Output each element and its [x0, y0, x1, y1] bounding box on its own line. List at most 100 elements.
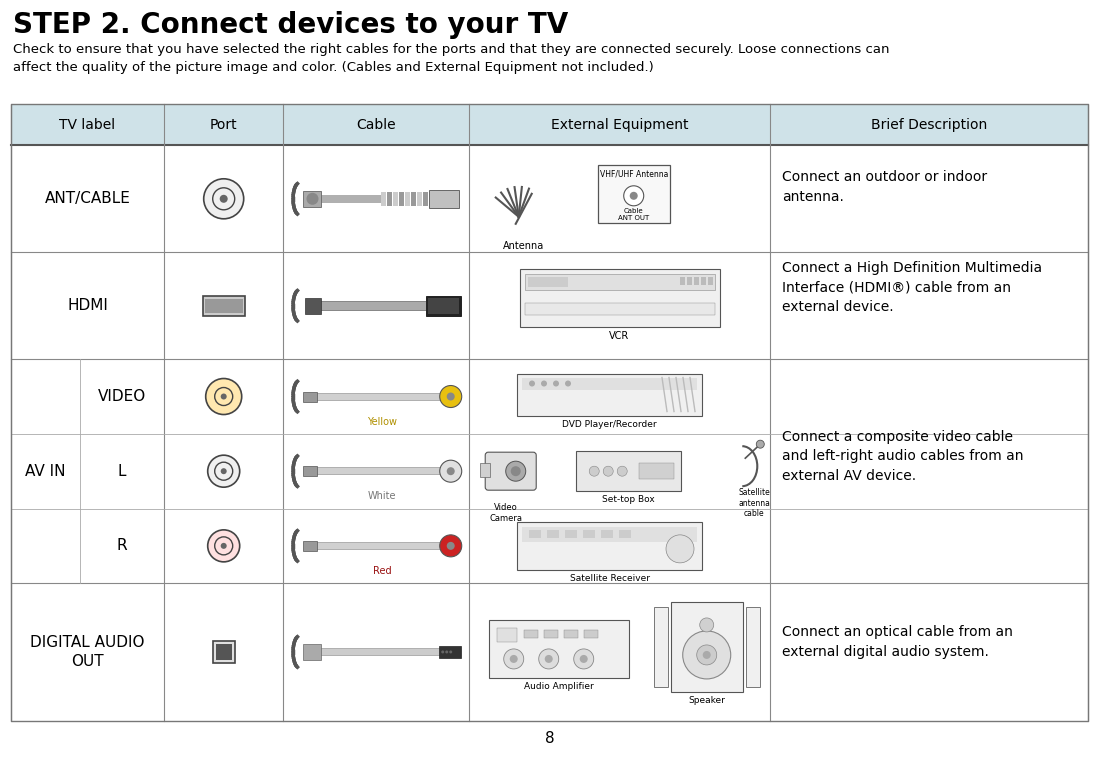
Bar	[601, 530, 613, 538]
Text: DVD Player/Recorder: DVD Player/Recorder	[563, 419, 657, 428]
Bar	[11, 104, 1088, 145]
Circle shape	[208, 530, 240, 562]
Bar	[639, 463, 674, 479]
Bar	[746, 607, 759, 687]
Circle shape	[565, 381, 571, 387]
Bar	[313, 467, 441, 475]
Circle shape	[682, 631, 731, 679]
Bar	[428, 298, 458, 313]
Text: DIGITAL AUDIO
OUT: DIGITAL AUDIO OUT	[30, 634, 145, 669]
Text: AV IN: AV IN	[25, 464, 66, 478]
Text: White: White	[368, 491, 397, 501]
Circle shape	[203, 179, 244, 219]
Bar	[576, 451, 681, 491]
Circle shape	[666, 535, 693, 563]
Bar	[693, 277, 699, 285]
Circle shape	[574, 649, 593, 669]
Text: Audio Amplifier: Audio Amplifier	[524, 682, 593, 691]
Text: Satellite
antenna
cable: Satellite antenna cable	[739, 488, 770, 518]
Bar	[529, 530, 541, 538]
Text: VHF/UHF Antenna: VHF/UHF Antenna	[600, 170, 668, 179]
Text: Connect an outdoor or indoor
antenna.: Connect an outdoor or indoor antenna.	[782, 170, 987, 204]
Circle shape	[214, 463, 233, 480]
Bar	[303, 466, 318, 476]
Bar	[517, 373, 702, 416]
Bar	[524, 630, 537, 638]
Circle shape	[541, 381, 547, 387]
Bar	[524, 303, 714, 315]
Text: STEP 2. Connect devices to your TV: STEP 2. Connect devices to your TV	[13, 11, 568, 39]
Text: 8: 8	[545, 731, 554, 746]
Bar	[213, 641, 235, 663]
Circle shape	[702, 651, 711, 659]
Circle shape	[446, 393, 455, 400]
Bar	[497, 628, 517, 642]
Circle shape	[441, 650, 444, 653]
Text: R: R	[116, 538, 127, 553]
Bar	[399, 192, 404, 206]
Bar	[584, 630, 598, 638]
Circle shape	[756, 440, 764, 448]
Text: Cable: Cable	[356, 118, 396, 132]
Circle shape	[307, 193, 319, 205]
Bar	[313, 543, 441, 549]
Circle shape	[214, 388, 233, 406]
Bar	[489, 620, 629, 678]
Circle shape	[221, 543, 226, 549]
Text: Video
Camera: Video Camera	[489, 503, 522, 523]
Bar	[303, 540, 318, 551]
Text: Antenna: Antenna	[503, 241, 544, 251]
Circle shape	[503, 649, 524, 669]
Bar	[404, 192, 410, 206]
Circle shape	[440, 385, 462, 407]
Text: Brief Description: Brief Description	[872, 118, 987, 132]
Bar	[306, 298, 322, 313]
Bar	[517, 522, 702, 570]
Text: Cable: Cable	[624, 208, 644, 213]
Bar	[303, 391, 318, 401]
Text: L: L	[118, 464, 126, 478]
Text: Connect an optical cable from an
external digital audio system.: Connect an optical cable from an externa…	[782, 625, 1013, 659]
Text: VCR: VCR	[609, 331, 630, 341]
Circle shape	[506, 461, 525, 481]
Circle shape	[220, 195, 227, 203]
Bar	[423, 192, 428, 206]
Text: External Equipment: External Equipment	[551, 118, 688, 132]
Circle shape	[445, 650, 448, 653]
Bar	[319, 648, 441, 656]
Bar	[547, 530, 559, 538]
Bar	[202, 296, 245, 316]
Bar	[687, 277, 691, 285]
Circle shape	[545, 655, 553, 663]
Circle shape	[440, 535, 462, 557]
Bar	[598, 165, 669, 223]
Text: Yellow: Yellow	[367, 416, 397, 426]
Circle shape	[221, 394, 226, 400]
Text: ANT/CABLE: ANT/CABLE	[45, 192, 131, 207]
Circle shape	[697, 645, 717, 665]
Circle shape	[440, 460, 462, 482]
Text: Speaker: Speaker	[688, 696, 725, 705]
Bar	[700, 277, 706, 285]
Bar	[313, 542, 441, 550]
Text: VIDEO: VIDEO	[98, 389, 146, 404]
Bar	[670, 602, 743, 692]
Bar	[582, 530, 595, 538]
Bar	[393, 192, 398, 206]
Text: affect the quality of the picture image and color. (Cables and External Equipmen: affect the quality of the picture image …	[13, 61, 654, 73]
Bar	[381, 192, 386, 206]
Circle shape	[589, 466, 599, 476]
Bar	[303, 191, 322, 207]
Circle shape	[553, 381, 559, 387]
Circle shape	[213, 188, 235, 210]
Circle shape	[449, 650, 452, 653]
Bar	[564, 630, 578, 638]
Circle shape	[700, 618, 713, 632]
Circle shape	[446, 542, 455, 550]
Circle shape	[580, 655, 588, 663]
Bar	[439, 646, 460, 658]
Text: Port: Port	[210, 118, 237, 132]
Bar	[708, 277, 712, 285]
Bar	[319, 195, 381, 203]
Circle shape	[539, 649, 558, 669]
